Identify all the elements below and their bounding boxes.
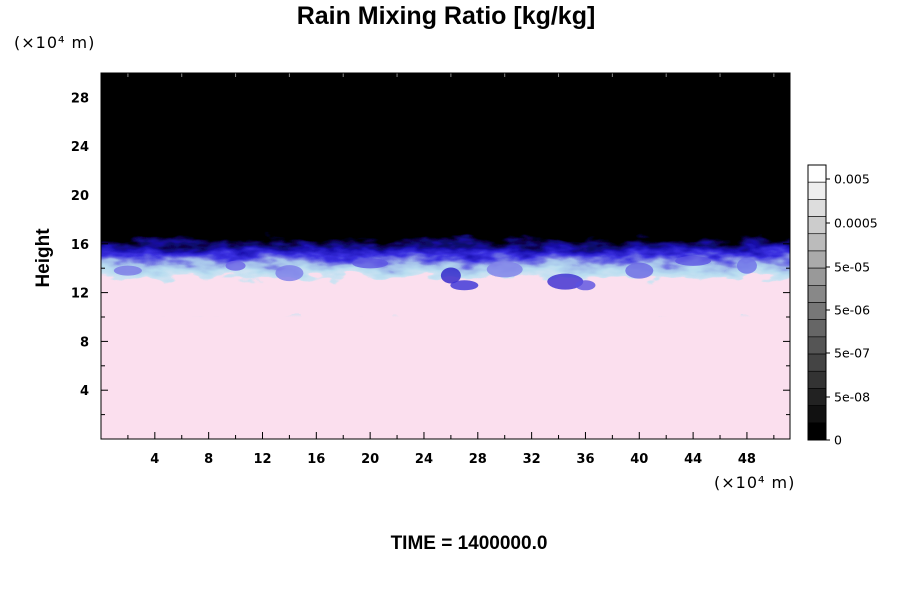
x-tick-label: 36 [576,452,594,467]
eddy-patch [675,255,712,266]
eddy-patch [440,267,461,284]
y-tick-label: 8 [80,335,89,350]
y-tick-label: 12 [71,287,89,302]
eddy-patch [225,260,246,271]
y-tick-label: 24 [71,140,89,155]
turbulent-band [101,195,790,320]
eddy-patch [736,257,757,274]
x-tick-label: 16 [307,452,325,467]
colorbar-cell [807,199,827,217]
x-tick-label: 20 [361,452,379,467]
eddy-patches [113,255,757,291]
eddy-patch [575,280,596,291]
colorbar-frame [807,164,827,441]
colorbar-cell [807,285,827,303]
eddy-patch [275,265,304,282]
x-tick-label: 48 [738,452,756,467]
colorbar-cell [807,353,827,372]
y-unit-label: (×10⁴ m) [14,33,95,52]
y-tick-label: 4 [80,384,89,399]
y-tick-label: 28 [71,91,89,106]
chart-title: Rain Mixing Ratio [kg/kg] [297,2,596,30]
eddy-patch [486,261,523,278]
colorbar-cell [807,405,827,424]
x-tick-label: 44 [684,452,702,467]
x-tick-label: 40 [630,452,648,467]
colorbar-label: 5e-06 [834,303,870,318]
colorbar: 0.005 0.0005 5e-05 5e-06 5e-07 5e-08 0 [807,164,878,448]
y-axis-label: Height [33,228,54,288]
colorbar-label: 5e-08 [834,390,870,405]
eddy-patch [113,265,142,276]
eddy-patch [352,258,389,269]
x-tick-label: 12 [253,452,271,467]
colorbar-label: 5e-05 [834,260,870,275]
colorbar-label: 0.005 [834,172,870,187]
eddy-patch [450,280,479,291]
colorbar-label: 0.0005 [834,216,878,231]
x-tick-label: 4 [150,452,159,467]
colorbar-cell [807,216,827,235]
x-tick-label: 28 [469,452,487,467]
colorbar-cell [807,302,827,320]
time-label: TIME = 1400000.0 [391,533,548,554]
y-tick-label: 16 [71,238,89,253]
x-tick-label: 24 [415,452,433,467]
colorbar-label: 5e-07 [834,346,870,361]
y-tick-label: 20 [71,189,89,204]
colorbar-cell [807,319,827,338]
plot-frame [100,72,791,440]
colorbar-cell [807,422,827,441]
colorbar-cell [807,370,827,389]
eddy-patch [547,273,584,290]
colorbar-cell [807,250,827,269]
x-tick-label: 8 [204,452,213,467]
x-unit-label: (×10⁴ m) [714,473,795,492]
colorbar-cell [807,336,827,355]
colorbar-cell [807,388,827,406]
plot-area [101,73,790,439]
x-tick-label: 32 [523,452,541,467]
colorbar-cell [807,267,827,286]
colorbar-cell [807,233,827,252]
colorbar-cell [807,164,827,183]
colorbar-cell [807,181,827,200]
eddy-patch [625,262,654,279]
colorbar-label: 0 [834,433,842,448]
